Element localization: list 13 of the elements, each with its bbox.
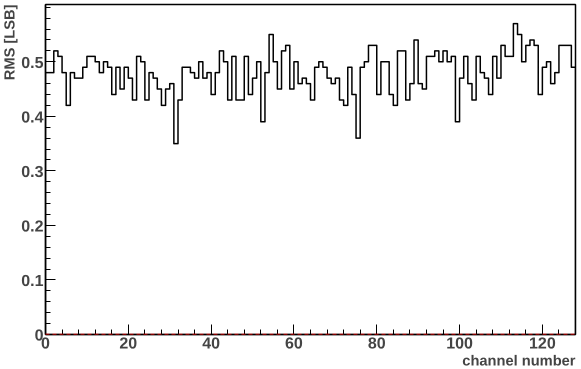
x-tick-label: 100 <box>446 336 474 352</box>
y-tick-label: 0.5 <box>21 54 44 72</box>
x-tick-label: 20 <box>119 336 138 352</box>
x-axis-title: channel number <box>462 354 576 369</box>
y-tick-label: 0.2 <box>21 218 44 236</box>
y-axis-title: RMS [LSB] <box>2 4 18 80</box>
x-tick-label: 80 <box>368 336 386 352</box>
x-tick-label: 40 <box>202 336 220 352</box>
y-tick-label: 0.3 <box>21 164 44 181</box>
x-tick-label: 120 <box>529 336 556 352</box>
x-tick-label: 60 <box>285 336 303 352</box>
y-tick-label: 0.4 <box>21 109 44 126</box>
y-tick-label: 0.1 <box>21 272 44 290</box>
